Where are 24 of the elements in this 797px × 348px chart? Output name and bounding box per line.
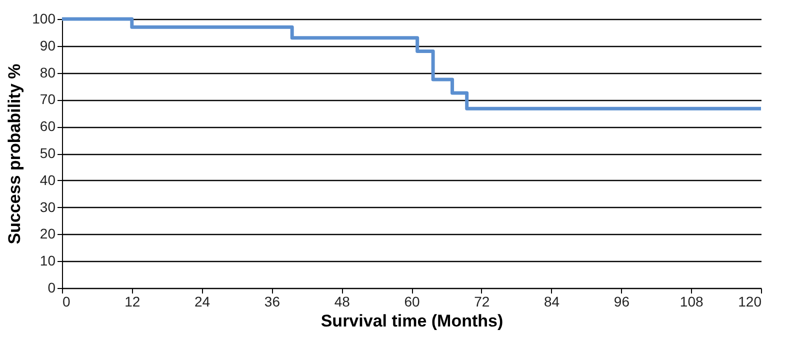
- x-tick-label: 84: [544, 294, 560, 310]
- y-tick-label: 80: [40, 64, 56, 80]
- y-tick-label: 20: [40, 226, 56, 242]
- y-tick-label: 0: [48, 280, 56, 296]
- y-tick-label: 60: [40, 118, 56, 134]
- y-tick-label: 10: [40, 252, 56, 269]
- y-tick-label: 90: [40, 37, 56, 54]
- x-tick-label: 48: [334, 294, 350, 310]
- x-tick-label: 72: [474, 294, 490, 310]
- x-tick-label: 96: [614, 294, 630, 310]
- x-tick-label: 120: [738, 294, 762, 310]
- x-tick-label: 108: [680, 294, 704, 310]
- y-axis-title: Success probability %: [5, 64, 24, 244]
- x-tick-label: 24: [194, 294, 210, 310]
- y-tick-label: 40: [40, 172, 56, 188]
- x-axis-title: Survival time (Months): [320, 312, 504, 330]
- y-tick-label: 30: [40, 198, 56, 215]
- x-tick-label: 12: [124, 294, 140, 310]
- y-tick-label: 70: [40, 91, 56, 108]
- y-tick-label: 50: [40, 145, 56, 161]
- y-tick-label: 100: [32, 10, 56, 26]
- x-tick-label: 60: [404, 294, 420, 310]
- x-tick-label: 0: [62, 294, 70, 310]
- x-tick-label: 36: [264, 294, 280, 310]
